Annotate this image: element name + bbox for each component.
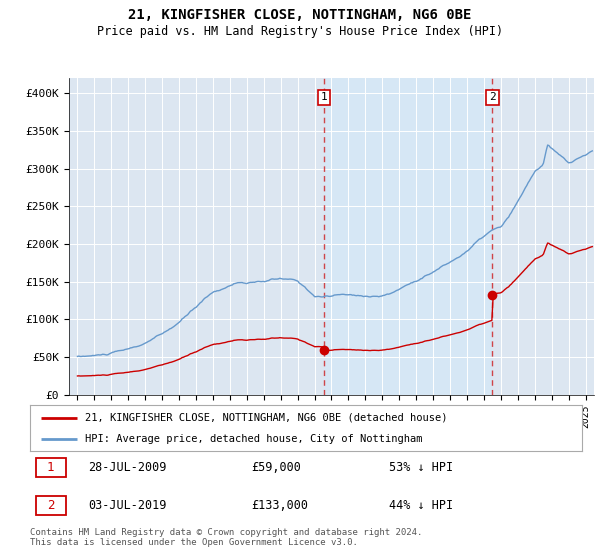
Text: 44% ↓ HPI: 44% ↓ HPI (389, 499, 453, 512)
Text: 28-JUL-2009: 28-JUL-2009 (88, 461, 166, 474)
Text: £59,000: £59,000 (251, 461, 301, 474)
Text: HPI: Average price, detached house, City of Nottingham: HPI: Average price, detached house, City… (85, 435, 422, 444)
Text: 1: 1 (321, 92, 328, 102)
Text: Price paid vs. HM Land Registry's House Price Index (HPI): Price paid vs. HM Land Registry's House … (97, 25, 503, 38)
Text: 53% ↓ HPI: 53% ↓ HPI (389, 461, 453, 474)
Text: 2: 2 (489, 92, 496, 102)
Bar (324, 78, 493, 395)
FancyBboxPatch shape (35, 496, 66, 515)
Text: 2: 2 (47, 499, 55, 512)
FancyBboxPatch shape (35, 458, 66, 477)
Text: 21, KINGFISHER CLOSE, NOTTINGHAM, NG6 0BE (detached house): 21, KINGFISHER CLOSE, NOTTINGHAM, NG6 0B… (85, 413, 448, 423)
Text: 21, KINGFISHER CLOSE, NOTTINGHAM, NG6 0BE: 21, KINGFISHER CLOSE, NOTTINGHAM, NG6 0B… (128, 8, 472, 22)
Text: £133,000: £133,000 (251, 499, 308, 512)
Text: Contains HM Land Registry data © Crown copyright and database right 2024.
This d: Contains HM Land Registry data © Crown c… (30, 528, 422, 547)
Text: 1: 1 (47, 461, 55, 474)
Text: 03-JUL-2019: 03-JUL-2019 (88, 499, 166, 512)
